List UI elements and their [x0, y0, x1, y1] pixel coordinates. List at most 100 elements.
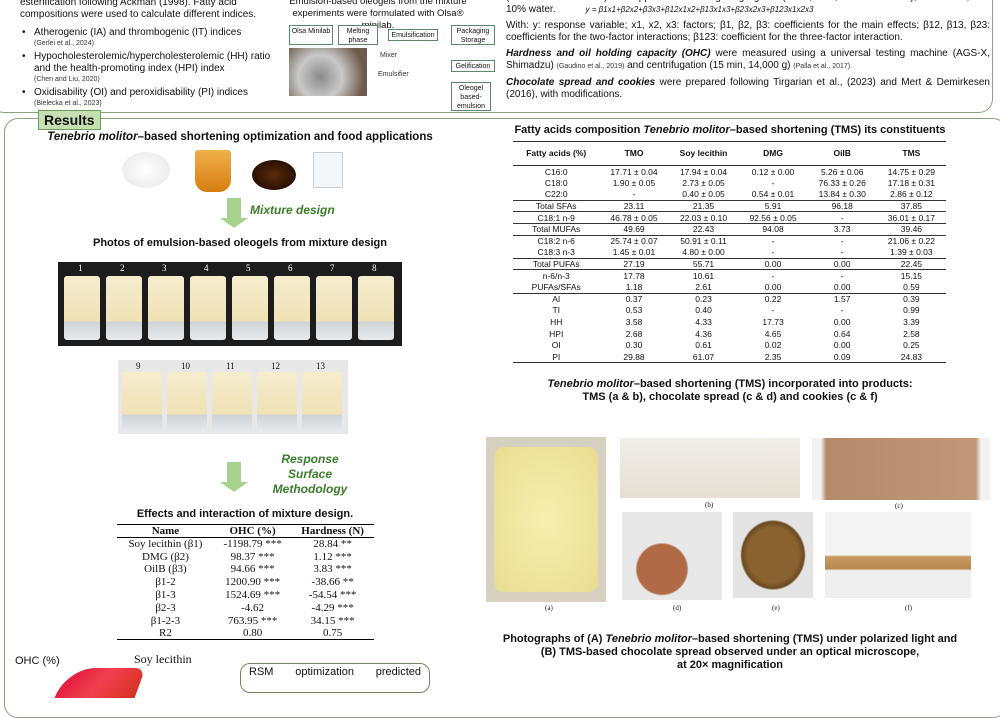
table-cell: 0.75 — [322, 627, 343, 640]
jar-number: 4 — [204, 263, 209, 273]
table-cell: 0.40 ± 0.05 — [682, 189, 725, 200]
table-cell: -1198.79 *** — [223, 538, 282, 551]
table-row: C16:0 17.71 ± 0.04 17.94 ± 0.04 0.12 ± 0.00… — [513, 166, 946, 178]
mix-header: Name — [151, 525, 180, 537]
table-row: n-6/n-3 17.78 10.61- -15.15 — [513, 269, 946, 282]
label-b: (b) — [705, 501, 714, 509]
oleogel-jar — [64, 276, 100, 340]
oleogel-jar — [316, 276, 352, 340]
chocolate-text: Chocolate spread and cookies were prepar… — [506, 77, 990, 100]
variables-text: With: y: response variable; x1, x2, x3: … — [506, 20, 990, 43]
table-cell: 15.15 — [876, 269, 946, 282]
table-cell: HH — [550, 317, 563, 328]
table-cell: 2.58 — [903, 328, 920, 339]
table-cell: 1.90 ± 0.05 — [612, 177, 656, 188]
table-cell: C18:2 n-6 — [513, 234, 600, 247]
table-cell: 92.56 ± 0.05 — [738, 211, 808, 224]
flow-box-melting: Melting phase — [338, 25, 378, 45]
ohc-axis-label: OHC (%) — [15, 655, 60, 667]
table-row: OI 0.30 0.61 0.02 0.00 0.25 — [513, 339, 946, 351]
table-cell: 94.66 *** — [230, 563, 275, 576]
rsm-optimization-box: RSM optimization predicted — [240, 663, 430, 693]
table-cell: 0.00 — [764, 281, 782, 292]
fa-header: OilB — [833, 148, 851, 158]
soy-lecithin-vertex-label: Soy lecithin — [134, 652, 192, 666]
table-cell: 0.30 — [625, 340, 643, 351]
oleogel-jar — [212, 372, 252, 432]
bullet-item: Hypocholesterolemic/hypercholesterolemic… — [20, 51, 282, 84]
table-cell: - — [771, 305, 775, 316]
fa-header: Fatty acids (%) — [526, 148, 587, 158]
methods-intro: esterification following Ackman (1998). … — [20, 0, 282, 21]
table-cell: -54.54 *** — [308, 589, 357, 602]
table-cell: n-6/n-3 — [513, 269, 600, 282]
table-cell: 1.45 ± 0.01 — [612, 247, 656, 258]
table-cell: 0.09 — [833, 351, 851, 362]
photos-title: Photos of emulsion-based oleogels from m… — [93, 237, 387, 249]
table-cell: 28.84 ** — [313, 538, 352, 551]
jar-number: 10 — [181, 361, 190, 371]
methods-right-text: (reduced cubic model) was applied with 2… — [506, 0, 990, 105]
table-cell: 37.85 — [876, 199, 946, 212]
table-row: R2 0.80 0.75 — [117, 627, 374, 640]
oleogel-jar — [167, 372, 207, 432]
table-row: PI 29.88 61.07 2.35 0.09 24.83 — [513, 351, 946, 363]
table-cell: 36.01 ± 0.17 — [876, 211, 946, 224]
table-row: HPI 2.68 4.36 4.65 0.64 2.58 — [513, 328, 946, 340]
table-cell: 25.74 ± 0.07 — [599, 234, 669, 247]
table-cell: 0.37 — [599, 292, 669, 305]
table-cell: 0.02 — [764, 340, 782, 351]
table-cell: - — [771, 247, 775, 258]
table-cell: 0.00 — [833, 340, 851, 351]
table-cell: HPI — [549, 328, 564, 339]
table-cell: C18:3 n-3 — [537, 247, 575, 258]
fa-header: Soy lecithin — [679, 148, 728, 158]
table-cell: 4.36 — [695, 328, 712, 339]
table-cell: -38.66 ** — [311, 576, 354, 589]
table-cell: 17.73 — [762, 317, 784, 328]
oleogel-jar — [232, 276, 268, 340]
jar-number: 12 — [271, 361, 280, 371]
mixture-design-label: Mixture design — [250, 203, 335, 217]
table-cell: 13.84 ± 0.30 — [818, 189, 866, 200]
bullet-item: Atherogenic (IA) and thrombogenic (IT) i… — [20, 27, 282, 48]
ingredient-water-image — [313, 152, 343, 188]
oleogel-jar — [274, 276, 310, 340]
table-cell: R2 — [159, 627, 172, 640]
table-cell: Total MUFAs — [513, 222, 600, 236]
rsm-label: Response Surface Methodology — [272, 452, 348, 496]
product-photo-f — [825, 512, 971, 598]
table-cell: 0.00 — [833, 317, 851, 328]
model-text: (reduced cubic model) was applied with 2… — [506, 0, 990, 15]
table-cell: OilB (β3) — [144, 563, 187, 576]
table-cell: 0.64 — [833, 328, 851, 339]
oleogel-jar — [190, 276, 226, 340]
table-cell: 1.39 ± 0.03 — [890, 247, 933, 258]
table-cell: 2.68 — [625, 328, 643, 339]
mixer-label: Mixer — [380, 52, 398, 59]
product-photo-c — [812, 438, 990, 500]
table-cell: 4.33 — [695, 317, 712, 328]
olsa-minilab-photo — [289, 48, 367, 96]
table-cell: 0.22 — [738, 292, 808, 305]
table-row: PUFAs/SFAs 1.18 2.61 0.00 0.00 0.59 — [513, 281, 946, 293]
table-cell: Total PUFAs — [513, 257, 600, 270]
table-cell: 61.07 — [692, 351, 715, 362]
table-cell: 21.06 ± 0.22 — [876, 234, 946, 247]
table-cell: - — [632, 189, 636, 200]
table-cell: 46.78 ± 0.05 — [599, 211, 669, 224]
table-cell: Total SFAs — [513, 199, 600, 212]
results-tab: Results — [38, 110, 101, 130]
table-cell: PI — [552, 351, 561, 362]
table-cell: 0.00 — [807, 257, 877, 270]
table-cell: 22.03 ± 0.10 — [668, 211, 739, 224]
label-c: (c) — [895, 502, 903, 510]
oleogel-jar — [257, 372, 297, 432]
table-cell: Soy lecithin (β1) — [128, 538, 203, 551]
table-row: Total MUFAs 49.69 22.43 94.08 3.73 39.46 — [513, 222, 946, 236]
table-cell: 1200.90 *** — [225, 576, 281, 589]
table-cell: 0.00 — [738, 257, 808, 270]
table-cell: C18:1 n-9 — [513, 211, 600, 224]
table-cell: 22.43 — [668, 222, 739, 236]
bullet-item: Oxidisability (OI) and peroxidisability … — [20, 87, 282, 108]
